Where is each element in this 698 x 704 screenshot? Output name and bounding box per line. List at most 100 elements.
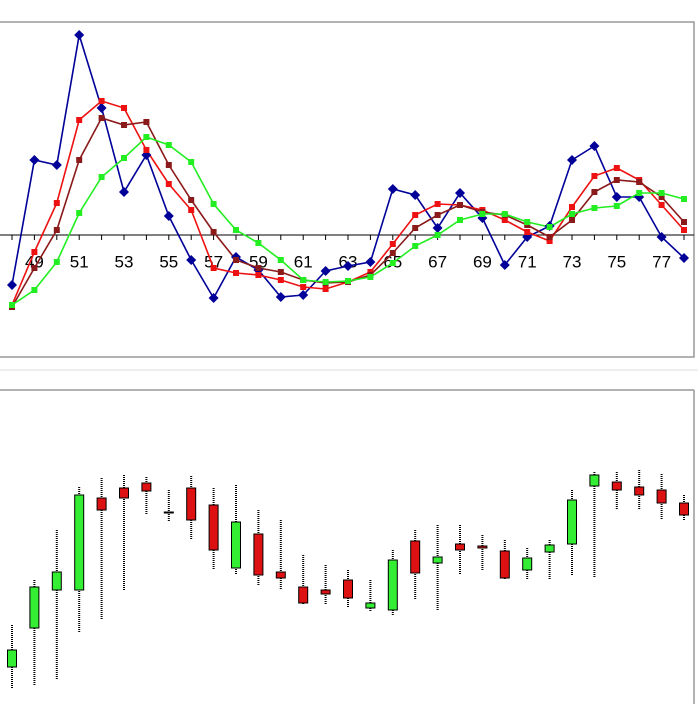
point bbox=[121, 105, 127, 111]
point bbox=[53, 200, 60, 206]
point bbox=[277, 269, 284, 275]
point bbox=[569, 217, 575, 223]
candle-body bbox=[231, 521, 241, 569]
point bbox=[188, 207, 195, 213]
point bbox=[567, 155, 577, 165]
candle-body bbox=[634, 486, 645, 496]
point bbox=[343, 261, 353, 271]
point bbox=[300, 277, 307, 283]
point bbox=[524, 219, 531, 225]
point bbox=[9, 302, 15, 308]
point bbox=[656, 232, 667, 242]
point bbox=[210, 201, 217, 207]
point bbox=[591, 189, 598, 195]
candle-body bbox=[499, 550, 510, 579]
point bbox=[432, 223, 443, 233]
point bbox=[255, 240, 262, 246]
point bbox=[277, 277, 284, 283]
point bbox=[31, 265, 38, 271]
candle-body bbox=[119, 487, 129, 499]
point bbox=[53, 227, 60, 233]
point bbox=[546, 238, 553, 244]
point bbox=[611, 192, 622, 202]
point bbox=[457, 202, 463, 208]
point bbox=[165, 142, 172, 148]
line-chart: 495153555759616365676971737577 bbox=[0, 30, 694, 310]
x-tick-label: 61 bbox=[294, 252, 313, 271]
point bbox=[320, 266, 331, 276]
point bbox=[165, 162, 172, 168]
point bbox=[546, 234, 553, 240]
x-tick-label: 49 bbox=[25, 252, 44, 271]
point bbox=[658, 194, 665, 200]
point bbox=[345, 278, 351, 284]
point bbox=[74, 30, 85, 40]
point bbox=[681, 196, 687, 202]
point bbox=[210, 265, 217, 271]
point bbox=[188, 197, 195, 203]
candle-body bbox=[432, 556, 443, 564]
candle-body bbox=[343, 579, 353, 599]
candle-body bbox=[522, 557, 533, 571]
point bbox=[434, 212, 441, 218]
point bbox=[524, 229, 531, 235]
point bbox=[322, 286, 329, 292]
candle-body bbox=[611, 481, 622, 491]
point bbox=[591, 173, 598, 179]
point bbox=[29, 155, 40, 165]
point bbox=[589, 141, 600, 151]
point bbox=[76, 210, 83, 216]
point bbox=[208, 293, 219, 303]
point bbox=[569, 211, 575, 217]
point bbox=[210, 229, 217, 235]
point bbox=[613, 177, 620, 183]
x-tick-label: 75 bbox=[607, 252, 626, 271]
point bbox=[143, 147, 150, 153]
point bbox=[51, 160, 62, 170]
candle-body bbox=[208, 504, 219, 551]
candle-body bbox=[410, 540, 421, 574]
point bbox=[121, 122, 127, 128]
top-panel bbox=[0, 21, 695, 358]
point bbox=[658, 202, 665, 208]
candle-body bbox=[544, 544, 555, 553]
point bbox=[387, 184, 398, 194]
point bbox=[98, 98, 105, 104]
point bbox=[188, 159, 195, 165]
candle-body bbox=[141, 482, 152, 492]
point bbox=[119, 187, 129, 197]
x-tick-label: 67 bbox=[428, 252, 447, 271]
point bbox=[365, 257, 376, 267]
point bbox=[300, 284, 307, 290]
candle-body bbox=[455, 543, 465, 551]
candle-body bbox=[387, 559, 398, 611]
point bbox=[389, 250, 396, 256]
point bbox=[681, 227, 687, 233]
point bbox=[412, 212, 419, 218]
x-tick-label: 69 bbox=[473, 252, 492, 271]
point bbox=[434, 201, 441, 207]
point bbox=[275, 292, 286, 302]
point bbox=[412, 243, 419, 249]
point bbox=[121, 155, 127, 161]
candle-body bbox=[567, 499, 577, 545]
candle-body bbox=[186, 487, 197, 521]
point bbox=[233, 257, 239, 263]
candle-body bbox=[365, 602, 376, 609]
point bbox=[367, 274, 374, 280]
point bbox=[31, 287, 38, 293]
point bbox=[636, 190, 643, 196]
point bbox=[143, 119, 150, 125]
point bbox=[98, 115, 105, 121]
candle-body bbox=[477, 545, 488, 549]
candle-body bbox=[298, 586, 309, 604]
candle-body bbox=[74, 494, 85, 591]
point bbox=[501, 211, 508, 217]
point bbox=[322, 279, 329, 285]
x-tick-label: 51 bbox=[70, 252, 89, 271]
candle-body bbox=[7, 649, 17, 668]
point bbox=[546, 224, 553, 230]
point bbox=[165, 181, 172, 187]
point bbox=[53, 259, 60, 265]
